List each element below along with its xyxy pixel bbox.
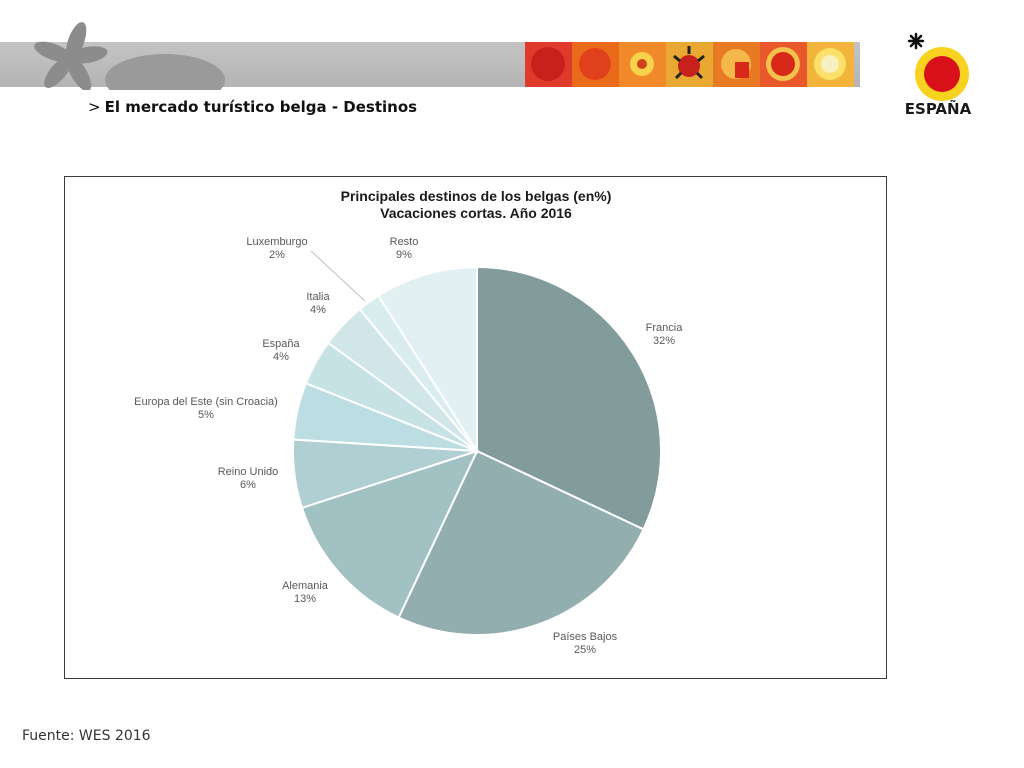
banner-hill-shape <box>105 54 225 90</box>
chart-title: Principales destinos de los belgas (en%) <box>341 188 612 204</box>
pie-category-label: Francia <box>646 322 684 334</box>
pie-category-label: Resto <box>390 236 419 248</box>
slide-title-text: El mercado turístico belga - Destinos <box>104 98 418 116</box>
pie-leader-lines <box>310 250 366 302</box>
pie-value-label: 6% <box>240 479 256 491</box>
pie-value-label: 32% <box>653 335 675 347</box>
pie-category-label: España <box>262 338 300 350</box>
pie-slice-alemania <box>300 449 479 619</box>
pie-value-label: 4% <box>310 304 326 316</box>
pie-slices <box>292 265 662 636</box>
art-tile <box>713 42 760 87</box>
banner-flower-icon <box>34 22 108 90</box>
pie-slice-francia <box>476 265 662 531</box>
pie-value-label: 4% <box>273 351 289 363</box>
pie-category-label: Países Bajos <box>553 631 618 643</box>
pie-category-label: Italia <box>306 291 330 303</box>
art-tile <box>666 42 713 87</box>
logo-wordmark: ESPAÑA <box>905 99 972 118</box>
pie-category-label: Luxemburgo <box>246 236 307 248</box>
logo-red-circle <box>924 56 960 92</box>
sun-star-icon <box>907 32 925 50</box>
pie-category-label: Europa del Este (sin Croacia) <box>134 396 278 408</box>
pie-value-label: 9% <box>396 249 412 261</box>
espana-logo: ESPAÑA <box>905 32 972 118</box>
pie-value-label: 25% <box>574 644 596 656</box>
pie-leader-line <box>310 250 366 302</box>
pie-value-label: 13% <box>294 593 316 605</box>
source-note: Fuente: WES 2016 <box>22 728 151 744</box>
art-tile <box>525 42 572 87</box>
banner-decoration <box>34 22 225 90</box>
pie-chart: Principales destinos de los belgas (en%)… <box>134 188 683 656</box>
chart-frame: Principales destinos de los belgas (en%)… <box>64 176 887 679</box>
art-tile <box>807 42 854 87</box>
chart-subtitle: Vacaciones cortas. Año 2016 <box>380 205 572 221</box>
header-art-tiles <box>525 42 854 87</box>
slide-title: > El mercado turístico belga - Destinos <box>88 98 417 116</box>
pie-category-label: Alemania <box>282 580 329 592</box>
title-caret: > <box>88 98 101 116</box>
pie-value-label: 2% <box>269 249 285 261</box>
pie-slice-pa-ses-bajos <box>397 449 645 636</box>
pie-value-label: 5% <box>198 409 214 421</box>
art-tile <box>760 42 807 87</box>
pie-slice-resto <box>377 265 478 455</box>
pie-category-label: Reino Unido <box>218 466 279 478</box>
art-tile <box>572 42 619 87</box>
art-tile <box>619 42 666 87</box>
